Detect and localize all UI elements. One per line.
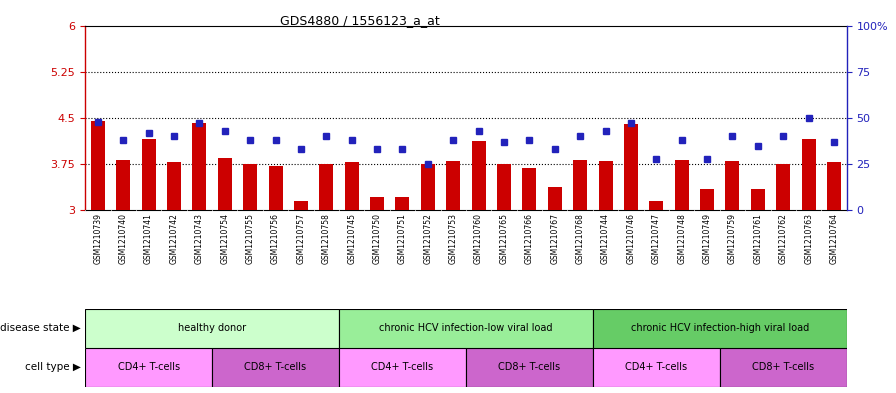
Text: GSM1210749: GSM1210749 [702,213,711,264]
Bar [142,140,156,210]
Text: disease state ▶: disease state ▶ [0,323,81,333]
Bar [593,348,719,387]
Bar [85,309,339,348]
Bar [167,162,181,210]
Bar [269,166,282,210]
Bar [212,348,339,387]
Text: GSM1210753: GSM1210753 [449,213,458,264]
Text: chronic HCV infection-high viral load: chronic HCV infection-high viral load [631,323,809,333]
Bar [345,162,358,210]
Bar [193,123,206,210]
Text: GSM1210754: GSM1210754 [220,213,229,264]
Text: GSM1210765: GSM1210765 [499,213,509,264]
Text: GSM1210739: GSM1210739 [93,213,102,264]
Text: GSM1210752: GSM1210752 [423,213,433,264]
Bar [827,162,841,210]
Text: CD4+ T-cells: CD4+ T-cells [625,362,687,373]
Text: GSM1210756: GSM1210756 [271,213,280,264]
Bar [593,309,847,348]
Text: CD8+ T-cells: CD8+ T-cells [498,362,561,373]
Bar [466,348,593,387]
Bar [243,164,257,210]
Text: cell type ▶: cell type ▶ [25,362,81,373]
Text: healthy donor: healthy donor [178,323,246,333]
Text: CD4+ T-cells: CD4+ T-cells [117,362,180,373]
Text: GSM1210745: GSM1210745 [347,213,357,264]
Text: GSM1210757: GSM1210757 [297,213,306,264]
Text: GSM1210741: GSM1210741 [144,213,153,264]
Bar [719,348,847,387]
Bar [471,141,486,210]
Text: CD4+ T-cells: CD4+ T-cells [371,362,434,373]
Bar [370,197,384,210]
Text: GSM1210740: GSM1210740 [118,213,128,264]
Text: GSM1210742: GSM1210742 [169,213,178,264]
Text: CD8+ T-cells: CD8+ T-cells [752,362,814,373]
Text: GSM1210763: GSM1210763 [804,213,814,264]
Text: GSM1210743: GSM1210743 [194,213,204,264]
Bar [339,348,466,387]
Bar [339,309,593,348]
Text: GSM1210759: GSM1210759 [728,213,737,264]
Text: GSM1210761: GSM1210761 [754,213,762,264]
Bar [116,160,130,210]
Bar [395,197,409,210]
Text: CD8+ T-cells: CD8+ T-cells [245,362,306,373]
Bar [421,164,435,210]
Bar [85,348,212,387]
Bar [547,187,562,210]
Bar [522,168,537,210]
Bar [700,189,714,210]
Text: GSM1210744: GSM1210744 [601,213,610,264]
Bar [294,201,308,210]
Text: chronic HCV infection-low viral load: chronic HCV infection-low viral load [379,323,553,333]
Bar [218,158,232,210]
Text: GSM1210766: GSM1210766 [525,213,534,264]
Text: GSM1210748: GSM1210748 [677,213,686,264]
Text: GSM1210758: GSM1210758 [322,213,331,264]
Text: GSM1210767: GSM1210767 [550,213,559,264]
Bar [90,121,105,210]
Text: GSM1210755: GSM1210755 [246,213,254,264]
Text: GSM1210747: GSM1210747 [651,213,661,264]
Bar [599,161,613,210]
Bar [624,124,638,210]
Text: GSM1210750: GSM1210750 [373,213,382,264]
Text: GSM1210746: GSM1210746 [626,213,635,264]
Text: GSM1210768: GSM1210768 [575,213,585,264]
Text: GDS4880 / 1556123_a_at: GDS4880 / 1556123_a_at [280,14,439,27]
Bar [675,160,689,210]
Bar [573,160,587,210]
Bar [751,189,765,210]
Bar [802,140,815,210]
Text: GSM1210760: GSM1210760 [474,213,483,264]
Bar [726,161,739,210]
Bar [650,201,663,210]
Bar [446,161,461,210]
Text: GSM1210751: GSM1210751 [398,213,407,264]
Bar [319,164,333,210]
Bar [497,164,511,210]
Bar [776,164,790,210]
Text: GSM1210762: GSM1210762 [779,213,788,264]
Text: GSM1210764: GSM1210764 [830,213,839,264]
